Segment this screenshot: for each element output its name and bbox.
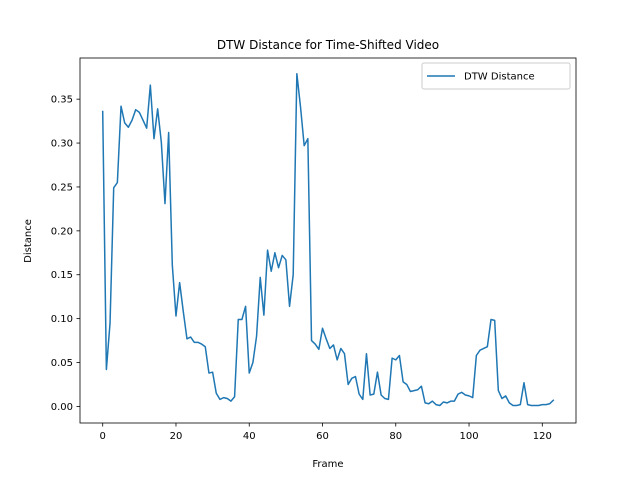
series-line-dtw-distance <box>101 72 555 407</box>
y-axis-label: Distance <box>23 219 34 263</box>
y-tick-label: 0.25 <box>51 182 73 193</box>
y-tick-label: 0.20 <box>51 226 73 237</box>
y-tick-label: 0.35 <box>51 95 73 106</box>
plot-area <box>101 72 555 407</box>
y-tick-label: 0.00 <box>51 402 73 413</box>
y-tick-label: 0.10 <box>51 314 73 325</box>
y-tick-label: 0.15 <box>51 270 73 281</box>
x-tick-label: 40 <box>243 431 256 442</box>
chart-title: DTW Distance for Time-Shifted Video <box>217 38 439 52</box>
y-tick-label: 0.30 <box>51 139 73 150</box>
x-tick-label: 60 <box>316 431 329 442</box>
y-axis: 0.00 0.05 0.10 0.15 0.20 0.25 0.30 0.35 <box>51 95 80 413</box>
y-tick-label: 0.05 <box>51 358 73 369</box>
x-axis-label: Frame <box>312 459 343 470</box>
x-tick-label: 100 <box>459 431 478 442</box>
legend-label-dtw-distance: DTW Distance <box>464 72 535 83</box>
x-tick-label: 0 <box>100 431 106 442</box>
x-tick-label: 20 <box>170 431 183 442</box>
axes-frame <box>79 57 577 424</box>
x-tick-label: 120 <box>533 431 552 442</box>
x-axis: 0 20 40 60 80 100 120 <box>100 423 552 442</box>
legend: DTW Distance <box>421 62 571 90</box>
x-tick-label: 80 <box>389 431 402 442</box>
legend-box <box>421 62 571 90</box>
